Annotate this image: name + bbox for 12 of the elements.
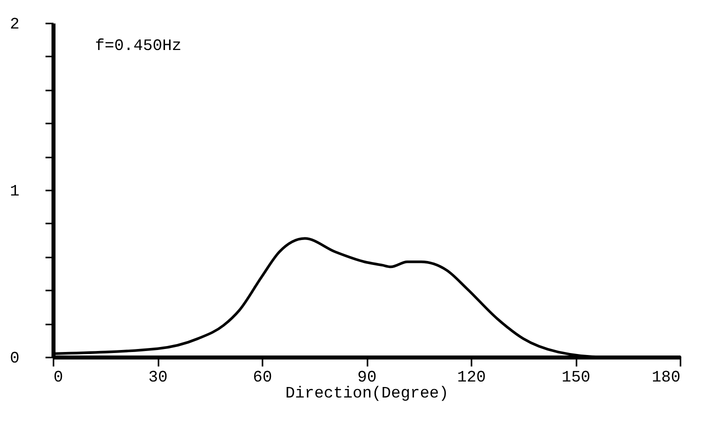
x-tick-label: 180 — [652, 368, 680, 386]
x-axis-title: Direction(Degree) — [285, 384, 449, 402]
y-tick-label: 2 — [10, 16, 20, 34]
x-tick-label: 60 — [252, 368, 272, 386]
x-tick-label: 0 — [54, 368, 64, 386]
x-tick-label: 150 — [562, 368, 590, 386]
y-tick-label: 1 — [10, 182, 20, 200]
x-tick-label: 120 — [457, 368, 486, 386]
annotation: f=0.450Hz — [95, 37, 182, 55]
x-tick-label: 30 — [148, 368, 168, 386]
x-tick-label: 90 — [357, 368, 377, 386]
y-tick-label: 0 — [10, 350, 20, 368]
